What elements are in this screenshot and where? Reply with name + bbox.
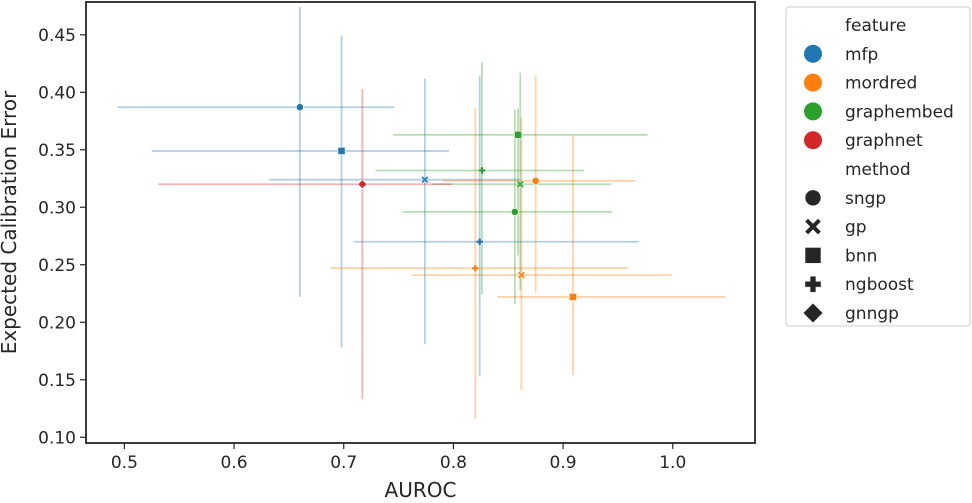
legend-label-gnngp: gnngp: [845, 304, 899, 324]
legend-title-method: method: [845, 160, 911, 180]
legend-marker-gnngp: [802, 302, 824, 324]
y-tick-label: 0.25: [38, 256, 76, 276]
y-tick-label: 0.10: [38, 428, 76, 448]
error-bars: [117, 7, 726, 419]
legend-swatch-graphnet: [804, 131, 822, 150]
data-point-graphembed-bnn: [514, 130, 523, 139]
y-axis-title: Expected Calibration Error: [0, 90, 21, 354]
legend: feature mfp mordred graphembed graphnet metho…: [785, 6, 971, 327]
data-point-mordred-ngboost: [471, 264, 480, 273]
legend-marker-sngp: [804, 189, 822, 207]
y-tick-label: 0.35: [38, 141, 76, 161]
data-point-graphembed-ngboost: [478, 166, 486, 175]
legend-marker-bnn: [804, 247, 822, 264]
x-tick-label: 0.6: [221, 453, 248, 473]
legend-swatch-mfp: [804, 44, 822, 63]
y-tick-label: 0.40: [38, 83, 76, 103]
legend-label-graphnet: graphnet: [845, 131, 923, 151]
data-point-graphembed-gp: [516, 180, 525, 189]
data-point-mfp-ngboost: [475, 237, 484, 246]
legend-marker-gp: [804, 218, 822, 235]
legend-marker-ngboost: [804, 276, 822, 293]
legend-label-mordred: mordred: [845, 74, 917, 94]
legend-label-graphembed: graphembed: [845, 102, 954, 122]
x-tick-label: 0.9: [550, 453, 577, 473]
legend-label-bnn: bnn: [845, 246, 877, 266]
data-point-mfp-gp: [421, 175, 429, 184]
data-point-graphnet-gnngp: [357, 179, 368, 190]
legend-label-mfp: mfp: [845, 45, 878, 65]
x-axis: 0.5 0.6 0.7 0.8 0.9 1.0: [111, 443, 686, 473]
legend-label-ngboost: ngboost: [845, 275, 914, 295]
x-tick-label: 0.8: [440, 453, 467, 473]
legend-label-sngp: sngp: [845, 189, 886, 209]
plot-area-frame: [85, 1, 756, 444]
data-point-mordred-gp: [517, 271, 526, 279]
data-point-graphembed-sngp: [510, 207, 519, 216]
legend-label-gp: gp: [845, 218, 867, 238]
data-point-mfp-bnn: [337, 147, 346, 155]
data-markers: [295, 103, 577, 301]
x-axis-title: AUROC: [385, 478, 457, 502]
y-tick-label: 0.30: [38, 198, 76, 218]
legend-swatch-graphembed: [804, 102, 822, 121]
data-point-mordred-sngp: [531, 176, 540, 185]
legend-box: [785, 6, 971, 327]
x-tick-label: 0.7: [330, 453, 357, 473]
data-point-mordred-bnn: [569, 293, 577, 301]
legend-swatch-mordred: [804, 73, 822, 92]
y-tick-label: 0.15: [38, 371, 76, 391]
y-tick-label: 0.45: [38, 26, 76, 46]
data-point-mfp-sngp: [295, 103, 304, 112]
x-tick-label: 1.0: [659, 453, 686, 473]
y-axis: 0.10 0.15 0.20 0.25 0.30 0.35 0.40 0.45: [38, 26, 86, 448]
legend-title-feature: feature: [845, 16, 906, 36]
x-tick-label: 0.5: [111, 453, 138, 473]
y-tick-label: 0.20: [38, 313, 76, 333]
